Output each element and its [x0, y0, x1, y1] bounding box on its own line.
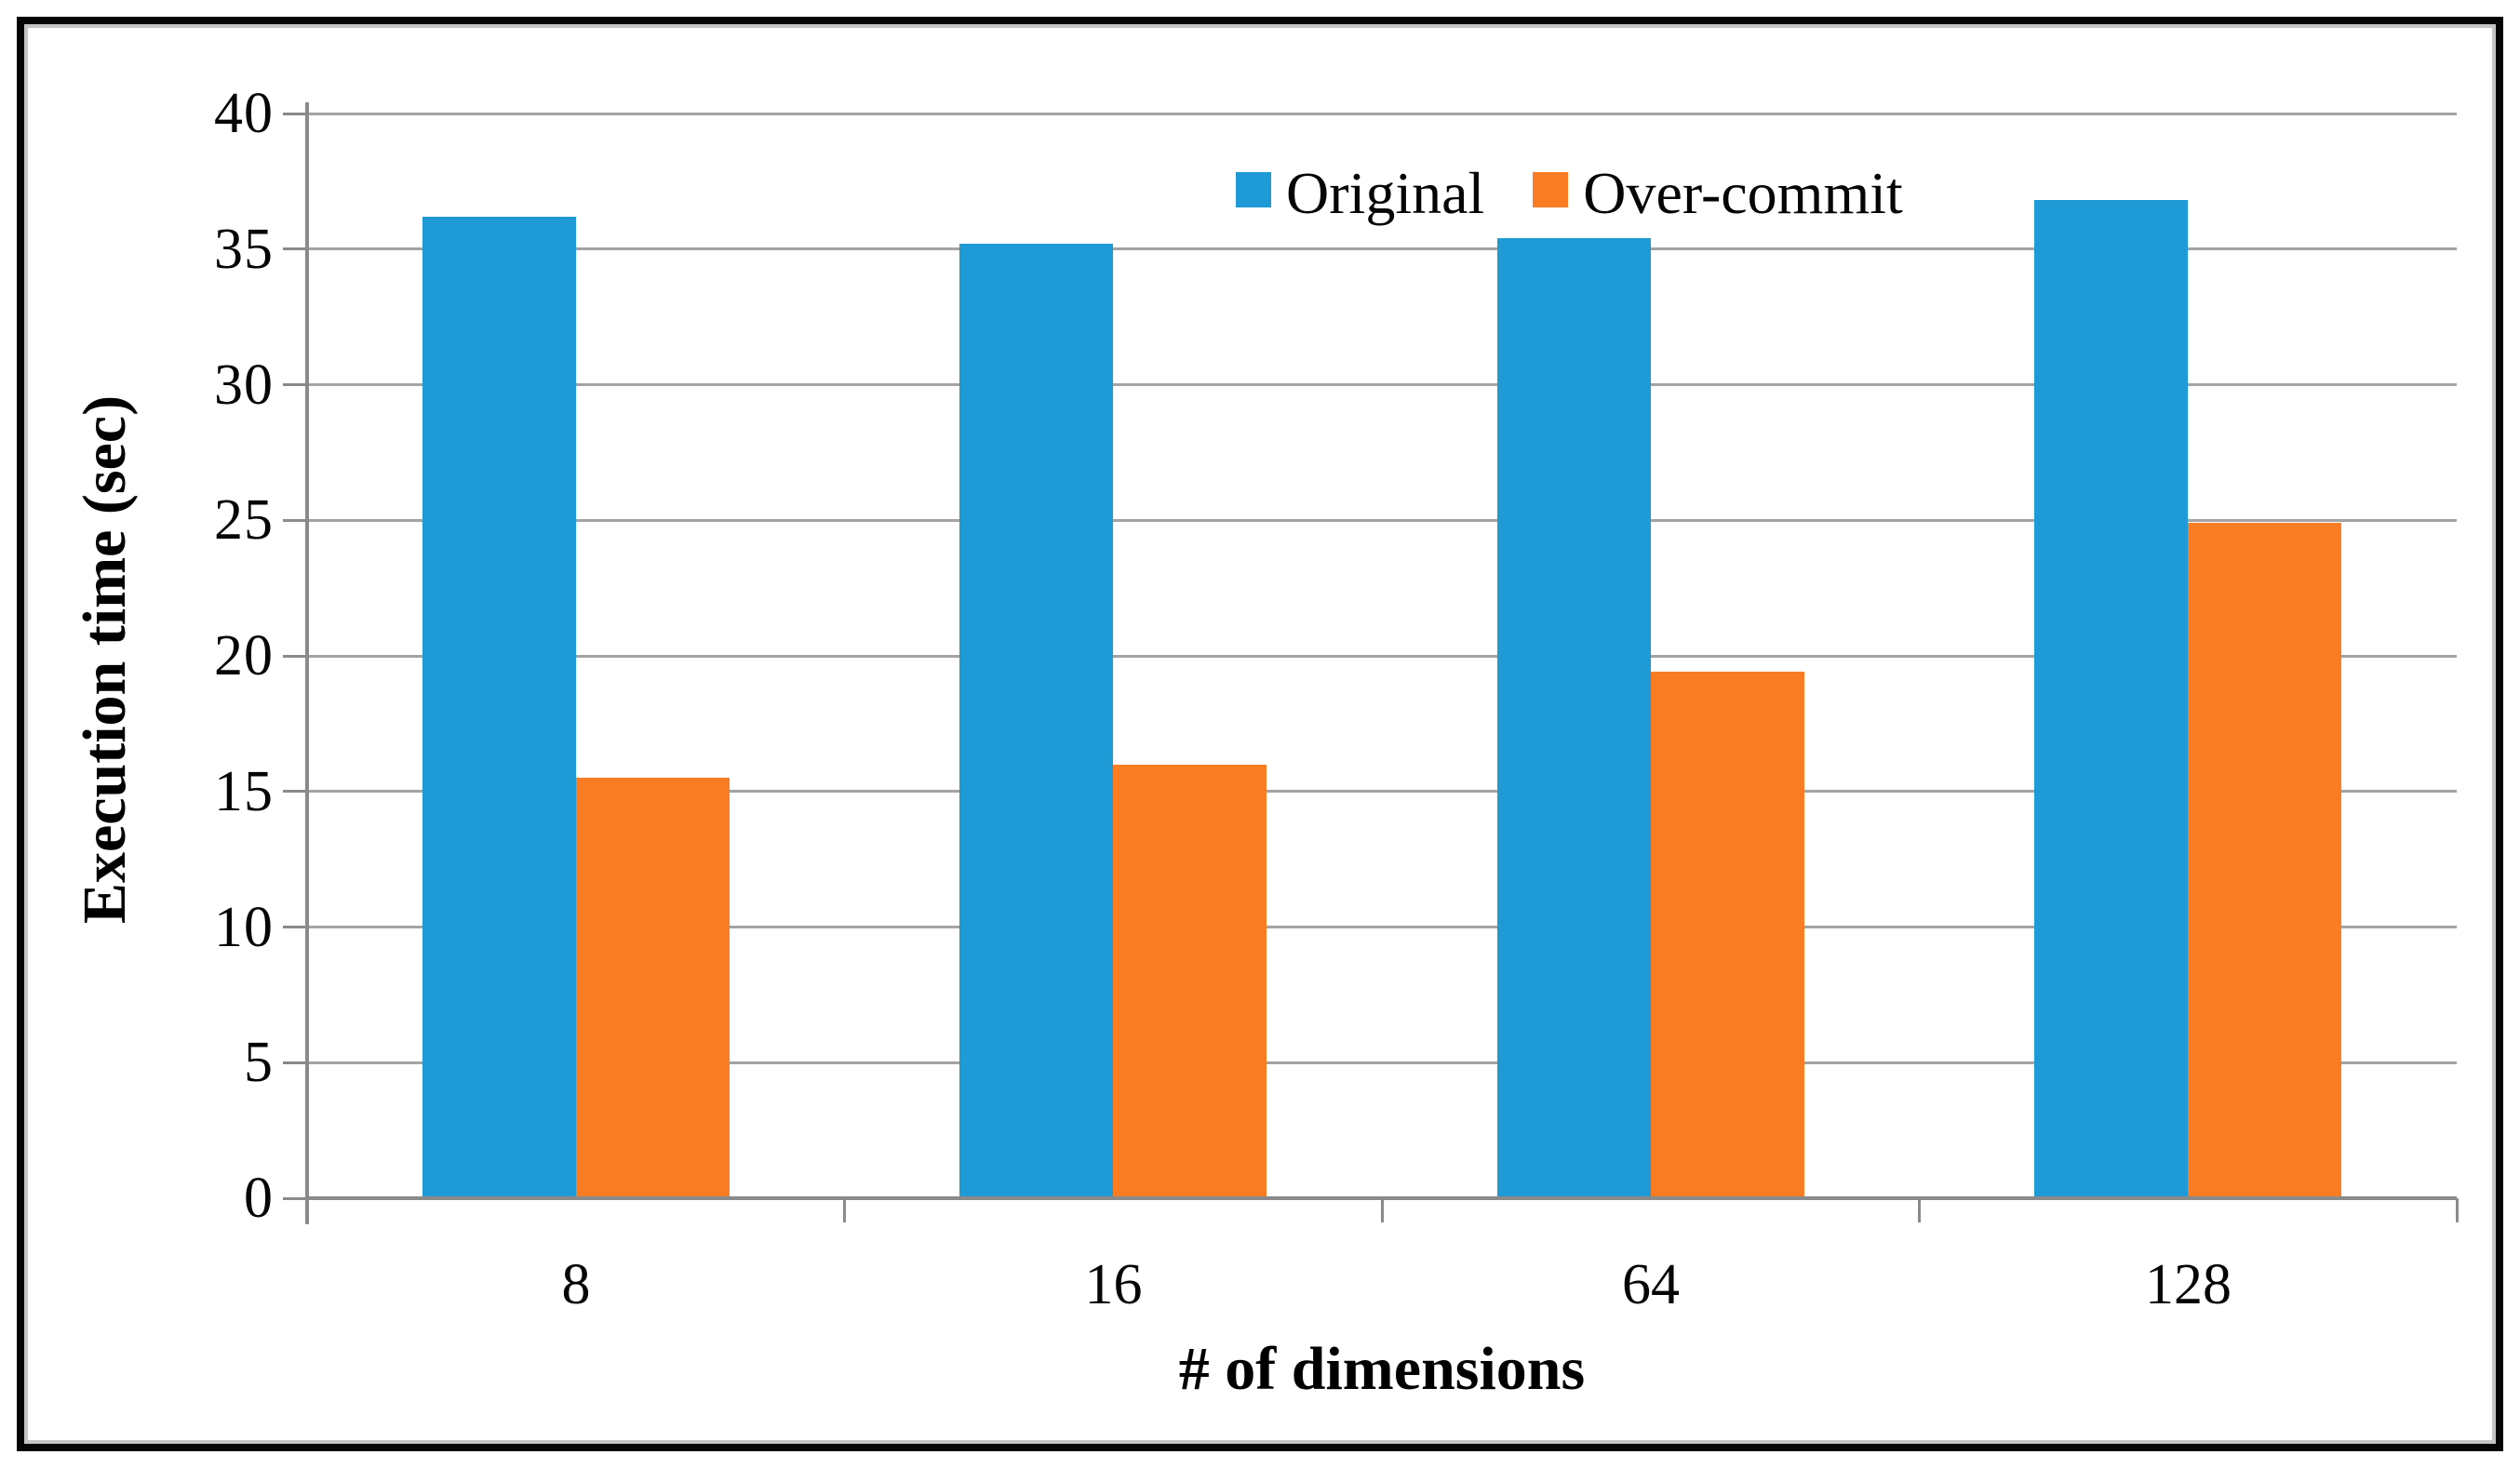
legend-swatch-original	[1236, 172, 1271, 207]
gridline-y-25	[307, 518, 2457, 522]
y-tick-label-25: 25	[214, 488, 274, 553]
y-tick-label-35: 35	[214, 217, 274, 281]
chart-outer-border: 0 5 10 15 20 25 30 35 40 8 16 64 128 Execution time …	[17, 17, 2503, 1451]
y-tick-mark-5	[283, 1061, 307, 1064]
bar-over-commit-8	[575, 778, 730, 1198]
bar-over-commit-16	[1113, 764, 1267, 1198]
legend: Original Over-commit	[1236, 160, 1903, 227]
y-tick-mark-20	[283, 654, 307, 658]
bar-original-8	[422, 216, 576, 1198]
y-tick-label-30: 30	[214, 353, 274, 417]
y-tick-mark-10	[283, 926, 307, 928]
gridline-y-20	[307, 654, 2457, 658]
bar-original-128	[2034, 200, 2189, 1198]
y-tick-mark-0	[283, 1196, 307, 1200]
y-tick-mark-15	[283, 790, 307, 794]
gridline-y-10	[307, 926, 2457, 928]
x-tick-mark-3	[1918, 1198, 1921, 1222]
bar-original-64	[1496, 238, 1651, 1198]
x-tick-label-8: 8	[561, 1253, 591, 1316]
bar-over-commit-64	[1650, 672, 1804, 1198]
gridline-y-30	[307, 383, 2457, 386]
legend-swatch-over-commit	[1533, 172, 1569, 207]
gridline-y-40	[307, 112, 2457, 115]
x-tick-label-128: 128	[2145, 1253, 2232, 1316]
y-tick-label-5: 5	[244, 1031, 274, 1095]
y-tick-label-10: 10	[214, 895, 274, 959]
bar-over-commit-128	[2188, 523, 2342, 1198]
y-tick-label-0: 0	[244, 1167, 274, 1230]
x-tick-mark-2	[1380, 1198, 1384, 1222]
y-tick-mark-35	[283, 247, 307, 251]
y-axis-line	[305, 102, 309, 1224]
legend-label-over-commit: Over-commit	[1583, 160, 1903, 226]
gridline-y-5	[307, 1061, 2457, 1064]
y-tick-label-40: 40	[214, 82, 274, 145]
y-tick-label-20: 20	[214, 624, 274, 687]
y-tick-mark-25	[283, 518, 307, 522]
x-tick-mark-1	[843, 1198, 846, 1222]
bar-original-16	[959, 243, 1114, 1198]
legend-item-over-commit: Over-commit	[1533, 160, 1903, 227]
x-tick-label-16: 16	[1084, 1253, 1143, 1316]
y-tick-mark-30	[283, 383, 307, 386]
chart-stage: 0 5 10 15 20 25 30 35 40 8 16 64 128 Execution time …	[24, 24, 2496, 1444]
gridline-y-15	[307, 790, 2457, 794]
gridline-y-35	[307, 247, 2457, 251]
x-tick-label-64: 64	[1622, 1253, 1680, 1316]
y-tick-label-15: 15	[214, 759, 274, 823]
x-tick-mark-0	[305, 1198, 309, 1222]
y-tick-mark-40	[283, 112, 307, 115]
legend-label-original: Original	[1286, 160, 1485, 226]
legend-item-original: Original	[1236, 160, 1484, 227]
x-axis-title: # of dimensions	[1178, 1335, 1586, 1403]
x-tick-mark-4	[2455, 1198, 2459, 1222]
y-axis-title: Execution time (sec)	[71, 394, 139, 925]
